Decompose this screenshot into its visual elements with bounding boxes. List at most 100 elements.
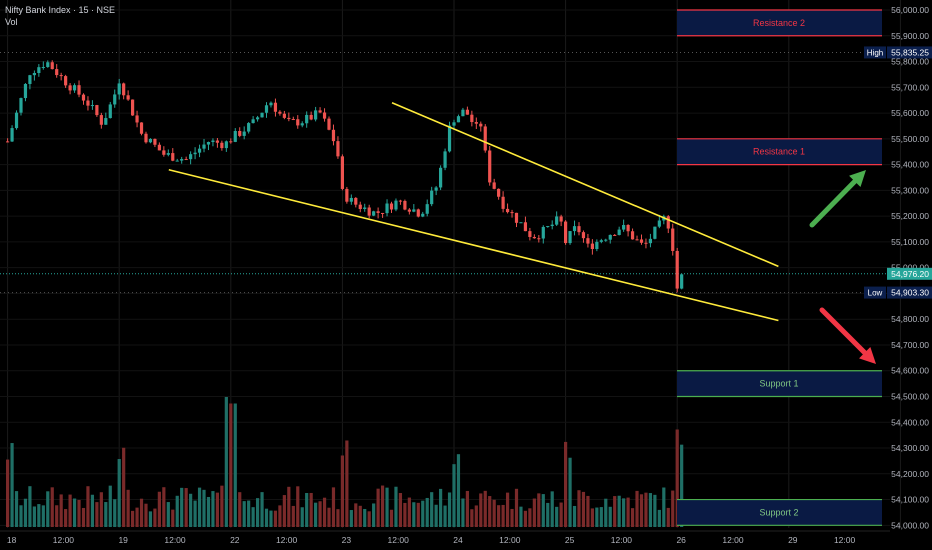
candle-body (537, 238, 541, 240)
volume-bar (474, 505, 478, 527)
candle-body (590, 243, 594, 250)
low-tag-bg (864, 286, 886, 299)
candle-body (363, 207, 367, 209)
candle-body (86, 100, 90, 106)
volume-bar (425, 497, 429, 527)
time-tick-label: 12:00 (611, 535, 633, 545)
volume-bar (135, 507, 139, 527)
candle-body (233, 131, 237, 142)
time-tick-label: 22 (230, 535, 240, 545)
candle-body (613, 234, 617, 236)
candle-body (180, 159, 184, 161)
candle-body (380, 212, 385, 214)
volume-bar (233, 403, 237, 527)
price-tick-label: 54,600.00 (891, 366, 929, 376)
candle-body (157, 144, 161, 151)
volume-bar (90, 494, 95, 527)
candle-body (77, 85, 81, 95)
candle-body (456, 116, 461, 123)
volume-bar (505, 492, 510, 527)
volume-bar (175, 495, 179, 527)
candle-body (572, 226, 577, 232)
candle-body (327, 118, 331, 130)
volume-bar (318, 501, 322, 527)
candle-body (255, 117, 260, 120)
volume-bar (64, 509, 68, 527)
candle-body (345, 188, 349, 202)
volume-bar (180, 487, 184, 527)
price-tick-label: 55,900.00 (891, 31, 929, 41)
trendlines (168, 102, 779, 322)
up-arrow-head (849, 170, 866, 188)
candle-body (314, 110, 318, 120)
candle-body (135, 115, 139, 123)
candles (6, 60, 684, 293)
volume-bar (336, 509, 340, 527)
candle-body (389, 203, 394, 210)
candle-body (238, 131, 242, 136)
candle-body (72, 85, 77, 91)
candle-body (282, 113, 286, 118)
candle-body (28, 75, 32, 84)
volume-bar (510, 508, 514, 527)
zone-fill (677, 499, 882, 526)
time-tick-label: 12:00 (276, 535, 298, 545)
volume-bar (461, 498, 465, 527)
candle-body (296, 119, 300, 126)
volume-bar (32, 506, 36, 527)
candle-body (398, 200, 403, 202)
volume-bar (412, 502, 416, 527)
candle-body (278, 111, 282, 114)
zone-fill (677, 10, 882, 36)
volume-bar (229, 403, 233, 527)
volume-bar (113, 499, 117, 527)
up-arrow-shaft (809, 178, 858, 228)
low-value: 54,903.30 (891, 288, 929, 298)
volume-bar (126, 489, 130, 527)
candle-body (126, 95, 130, 100)
candle-body (483, 126, 487, 151)
candle-body (461, 109, 465, 117)
volume-bar (314, 502, 318, 527)
candle-body (113, 94, 117, 105)
volume-bar (273, 510, 278, 527)
time-tick-label: 25 (565, 535, 575, 545)
candle-body (37, 67, 41, 73)
candle-body (148, 138, 153, 143)
price-tick-label: 55,000.00 (891, 263, 929, 273)
candle-body (541, 226, 545, 239)
candle-body (639, 239, 644, 243)
volume-bar (206, 496, 211, 527)
candle-body (644, 242, 648, 244)
volume-bar (666, 507, 670, 527)
volume-bar (483, 490, 487, 527)
time-tick-label: 12:00 (53, 535, 75, 545)
volume-bar (55, 505, 59, 527)
volume-bar (144, 503, 148, 527)
volume-bar (501, 504, 505, 527)
volume-bar (278, 505, 282, 527)
volume-bar (130, 510, 135, 527)
candle-body (55, 69, 59, 76)
candle-body (6, 141, 10, 143)
candle-body (336, 141, 340, 157)
volume-bar (162, 487, 166, 527)
candle-body (385, 203, 389, 214)
candle-body (452, 122, 456, 126)
zone-label: Resistance 2 (753, 18, 805, 28)
candle-body (528, 231, 532, 237)
volume-bar (559, 502, 563, 527)
candle-body (122, 83, 126, 96)
candle-body (479, 123, 483, 127)
high-value: 55,835.25 (891, 47, 929, 57)
zone-fill (677, 370, 882, 397)
candle-body (407, 209, 411, 212)
volume-bar (447, 492, 452, 527)
volume-bar (546, 502, 550, 527)
candle-body (617, 229, 621, 235)
volume-bar (247, 500, 251, 527)
volume-bar (537, 493, 541, 527)
candle-body (470, 114, 474, 123)
volume-bar (14, 491, 19, 527)
volume-bar (363, 508, 367, 527)
